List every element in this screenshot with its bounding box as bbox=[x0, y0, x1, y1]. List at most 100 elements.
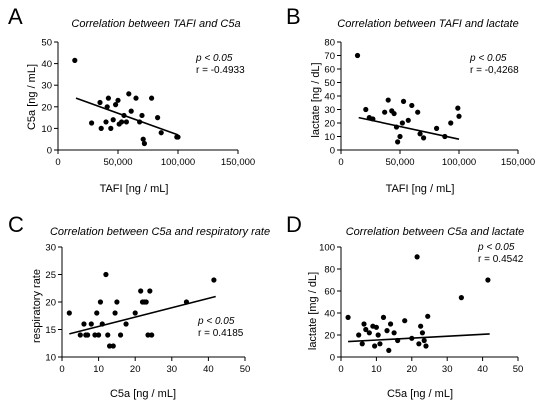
panel-d-data-point bbox=[361, 321, 367, 327]
panel-d-data-point bbox=[384, 328, 390, 334]
panel-b-stat-p: p < 0.05 bbox=[469, 53, 507, 64]
panel-c-x-tick-label: 40 bbox=[203, 364, 214, 375]
panel-c-x-tick-label: 10 bbox=[93, 364, 104, 375]
panel-d-data-point bbox=[458, 295, 464, 301]
panel-a-data-point bbox=[115, 97, 121, 103]
panel-a-plot: 0 50,000 100,000 150,000 0 10 20 30 40 50 bbox=[41, 38, 255, 169]
panel-a-y-tick-label: 30 bbox=[41, 81, 52, 92]
panel-a-data-point bbox=[103, 119, 109, 125]
panel-c-x-tick-label: 30 bbox=[167, 364, 178, 375]
panel-b-data-point bbox=[415, 109, 421, 115]
panel-d: D Correlation between C5a and lactate 0 1… bbox=[286, 212, 524, 400]
panel-b-x-tick-label: 0 bbox=[338, 157, 343, 168]
panel-d-data-point bbox=[372, 343, 378, 349]
panel-d-data-point bbox=[409, 335, 415, 341]
panel-letter-d: D bbox=[286, 212, 302, 237]
panel-d-ylabel: lactate [mg / dL] bbox=[307, 272, 319, 350]
panel-b-y-tick-label: 80 bbox=[324, 38, 335, 49]
panel-d-title: Correlation between C5a and lactate bbox=[346, 226, 525, 238]
panel-d-y-tick-label: 0 bbox=[330, 353, 335, 364]
panel-d-data-point bbox=[366, 330, 372, 336]
panel-a-data-point bbox=[119, 119, 125, 125]
panel-d-x-tick-label: 20 bbox=[407, 364, 418, 375]
panel-b-data-point bbox=[397, 133, 403, 140]
panel-c-data-point bbox=[211, 277, 217, 283]
panel-c-data-point bbox=[132, 310, 138, 316]
panel-a-data-point bbox=[121, 112, 127, 119]
panel-c-y-tick-label: 20 bbox=[45, 298, 56, 309]
panel-a-y-tick-label: 50 bbox=[41, 38, 52, 49]
panel-b-data-point bbox=[399, 120, 405, 126]
panel-b-data-point bbox=[400, 98, 407, 104]
panel-d-x-tick-label: 0 bbox=[338, 364, 343, 375]
panel-d-stat-p: p < 0.05 bbox=[477, 242, 515, 253]
panel-a-ylabel: C5a [ng / mL] bbox=[26, 64, 38, 130]
panel-d-data-point bbox=[359, 341, 365, 347]
panel-a-data-point bbox=[155, 115, 161, 121]
panel-c-x-tick-label: 50 bbox=[240, 364, 251, 375]
panel-b-y-tick-label: 60 bbox=[324, 65, 335, 76]
panel-a-x-tick-label: 0 bbox=[55, 157, 60, 168]
panel-b-y-tick-label: 70 bbox=[324, 51, 335, 62]
panel-a-data-point bbox=[140, 136, 146, 142]
panel-b-stat-r: r = -0,4268 bbox=[470, 65, 519, 76]
panel-c-y-tick-label: 30 bbox=[45, 243, 56, 254]
panel-b-data-point bbox=[393, 124, 400, 130]
panel-a-data-point bbox=[105, 95, 111, 101]
panel-d-plot: 0 10 20 30 40 50 0 20 40 60 80 100 bbox=[319, 243, 523, 376]
panel-d-y-tick-label: 60 bbox=[324, 287, 335, 298]
panel-b-data-point bbox=[354, 52, 361, 59]
panel-c-data-point bbox=[143, 299, 149, 305]
panel-c-stat-r: r = 0.4185 bbox=[198, 328, 244, 339]
panel-c-data-point bbox=[103, 271, 109, 278]
panel-b-y-tick-label: 30 bbox=[324, 105, 335, 116]
panel-c-data-point bbox=[145, 332, 151, 338]
panel-d-y-tick-label: 40 bbox=[324, 309, 335, 320]
panel-c-xlabel: C5a [ng / mL] bbox=[110, 388, 176, 400]
panel-a-x-tick-label: 50,000 bbox=[103, 157, 132, 168]
panel-c-x-tick-label: 0 bbox=[59, 364, 64, 375]
panel-c-data-point bbox=[105, 332, 111, 338]
panel-b-x-tick-label: 50,000 bbox=[385, 157, 414, 168]
panel-d-data-point bbox=[414, 254, 420, 260]
panel-c: C Correlation between C5a and respirator… bbox=[8, 212, 270, 400]
panel-c-data-point bbox=[88, 321, 94, 327]
panel-a-data-point bbox=[89, 120, 95, 126]
panel-a-data-point bbox=[137, 119, 143, 125]
panel-d-data-point bbox=[380, 314, 387, 320]
panel-d-y-tick-label: 100 bbox=[319, 243, 335, 254]
panel-b-data-point bbox=[448, 120, 454, 126]
panel-d-x-tick-label: 10 bbox=[371, 364, 382, 375]
panel-d-data-point bbox=[387, 321, 394, 327]
panel-a-stat-p: p < 0.05 bbox=[195, 53, 233, 64]
panel-c-y-tick-label: 25 bbox=[45, 270, 56, 281]
panel-a-data-point bbox=[113, 102, 119, 108]
panel-a-data-point bbox=[98, 125, 104, 131]
panel-b-y-tick-label: 50 bbox=[324, 78, 335, 89]
panel-c-data-point bbox=[114, 299, 120, 305]
panel-c-data-point bbox=[183, 299, 190, 305]
panel-b-y-tick-label: 0 bbox=[330, 146, 335, 157]
panel-b-data-point bbox=[370, 116, 376, 122]
panel-a-x-tick-label: 150,000 bbox=[221, 157, 255, 168]
panel-a-data-point bbox=[123, 119, 129, 125]
panel-c-data-point bbox=[97, 299, 104, 305]
panel-d-data-point bbox=[373, 324, 379, 330]
panel-a-data-point bbox=[128, 108, 134, 114]
panel-c-ylabel: respiratory rate bbox=[31, 269, 43, 343]
panel-d-data-point bbox=[377, 341, 383, 347]
panel-b-data-point bbox=[395, 139, 401, 145]
panel-d-data-point bbox=[421, 337, 427, 344]
panel-a: A Correlation between TAFI and C5a 0 50,0… bbox=[8, 4, 255, 195]
panel-c-data-point bbox=[77, 332, 83, 338]
panel-b-x-tick-label: 150,000 bbox=[501, 157, 535, 168]
panel-d-data-point bbox=[391, 330, 397, 336]
panel-d-xlabel: C5a [ng / mL] bbox=[387, 388, 453, 400]
panel-c-data-point bbox=[92, 332, 98, 338]
panel-c-data-point bbox=[110, 343, 116, 349]
panel-b-data-point bbox=[409, 102, 415, 109]
panel-a-data-point bbox=[158, 130, 164, 136]
panel-b-data-point bbox=[417, 131, 423, 137]
